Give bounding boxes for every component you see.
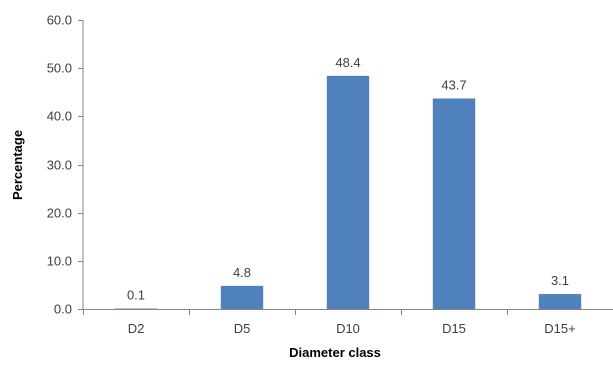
data-labels: 0.1 4.8 48.4 43.7 3.1 (127, 55, 569, 303)
y-tick-label: 40.0 (47, 109, 72, 124)
bar-d15-plus (538, 294, 582, 309)
data-label: 43.7 (441, 78, 466, 93)
x-tick-label: D5 (234, 321, 251, 336)
y-tick-label: 20.0 (47, 206, 72, 221)
data-label: 48.4 (335, 55, 360, 70)
bars (114, 75, 582, 310)
y-tick-label: 0.0 (54, 302, 72, 317)
data-label: 3.1 (551, 273, 569, 288)
x-axis: D2 D5 D10 D15 D15+ (83, 309, 613, 336)
x-axis-title: Diameter class (289, 345, 381, 360)
x-tick-label: D10 (336, 321, 360, 336)
y-axis-title: Percentage (10, 130, 25, 200)
bar-d5 (220, 285, 264, 309)
y-axis: 0.0 10.0 20.0 30.0 40.0 50.0 60.0 (47, 13, 84, 317)
x-tick-label: D15+ (544, 321, 575, 336)
data-label: 0.1 (127, 288, 145, 303)
x-tick-label: D15 (442, 321, 466, 336)
data-label: 4.8 (233, 265, 251, 280)
bar-d10 (326, 75, 370, 309)
bar-d15 (432, 98, 476, 310)
y-tick-label: 50.0 (47, 61, 72, 76)
x-tick-label: D2 (128, 321, 145, 336)
y-tick-label: 10.0 (47, 254, 72, 269)
y-tick-label: 30.0 (47, 158, 72, 173)
y-tick-label: 60.0 (47, 13, 72, 28)
